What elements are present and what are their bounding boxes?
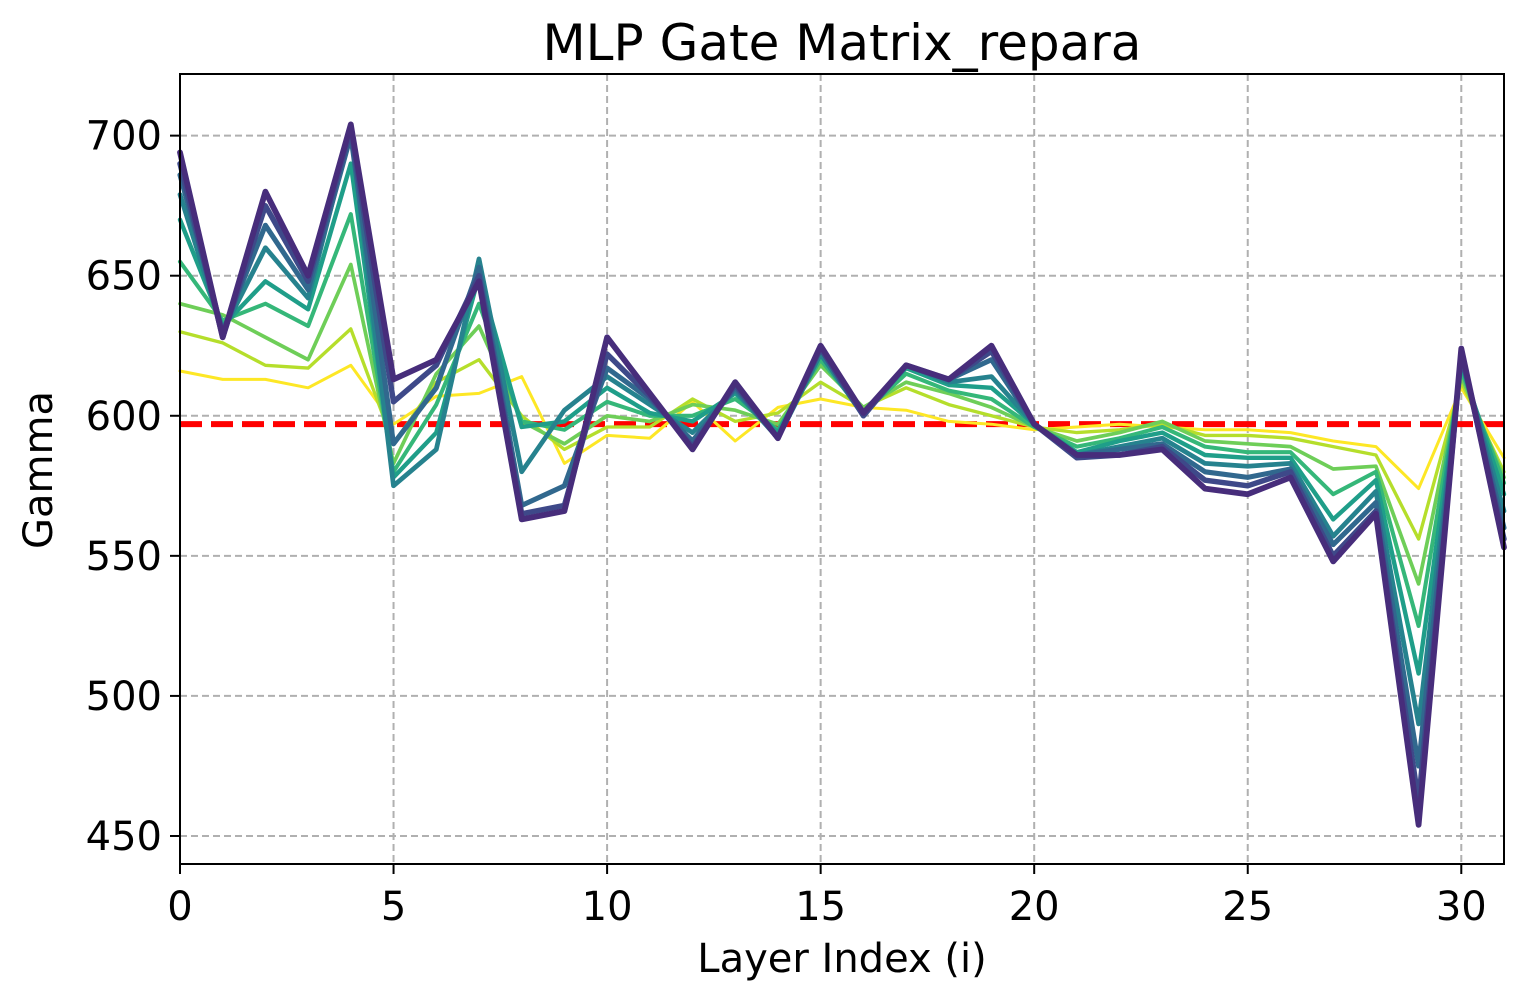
- y-tick-label: 700: [86, 114, 162, 160]
- y-axis-label: Gamma: [16, 391, 62, 549]
- series-line: [178, 363, 1506, 491]
- grid-layer: [179, 74, 1504, 864]
- y-tick-label: 600: [86, 394, 162, 440]
- x-tick-label: 5: [381, 884, 406, 930]
- plot-frame: [179, 73, 1505, 865]
- x-tick-label: 20: [1009, 884, 1060, 930]
- x-tick-label: 15: [795, 884, 846, 930]
- x-axis-label: Layer Index (i): [697, 936, 986, 982]
- series-line: [177, 133, 1507, 769]
- x-tick-label: 25: [1222, 884, 1273, 930]
- x-tick-label: 10: [582, 884, 633, 930]
- axis-layer: 0 5 10 15 20 25 30 450 500 550 600 650 700: [86, 73, 1505, 930]
- y-tick-label: 450: [86, 814, 162, 860]
- y-tick-label: 650: [86, 254, 162, 300]
- x-tick-label: 0: [167, 884, 192, 930]
- chart-title: MLP Gate Matrix_repara: [543, 14, 1142, 72]
- series-line: [177, 121, 1507, 828]
- series-layer: [177, 121, 1507, 828]
- y-tick-label: 550: [86, 534, 162, 580]
- series-line: [177, 161, 1507, 676]
- y-tick-label: 500: [86, 674, 162, 720]
- x-tick-label: 30: [1436, 884, 1487, 930]
